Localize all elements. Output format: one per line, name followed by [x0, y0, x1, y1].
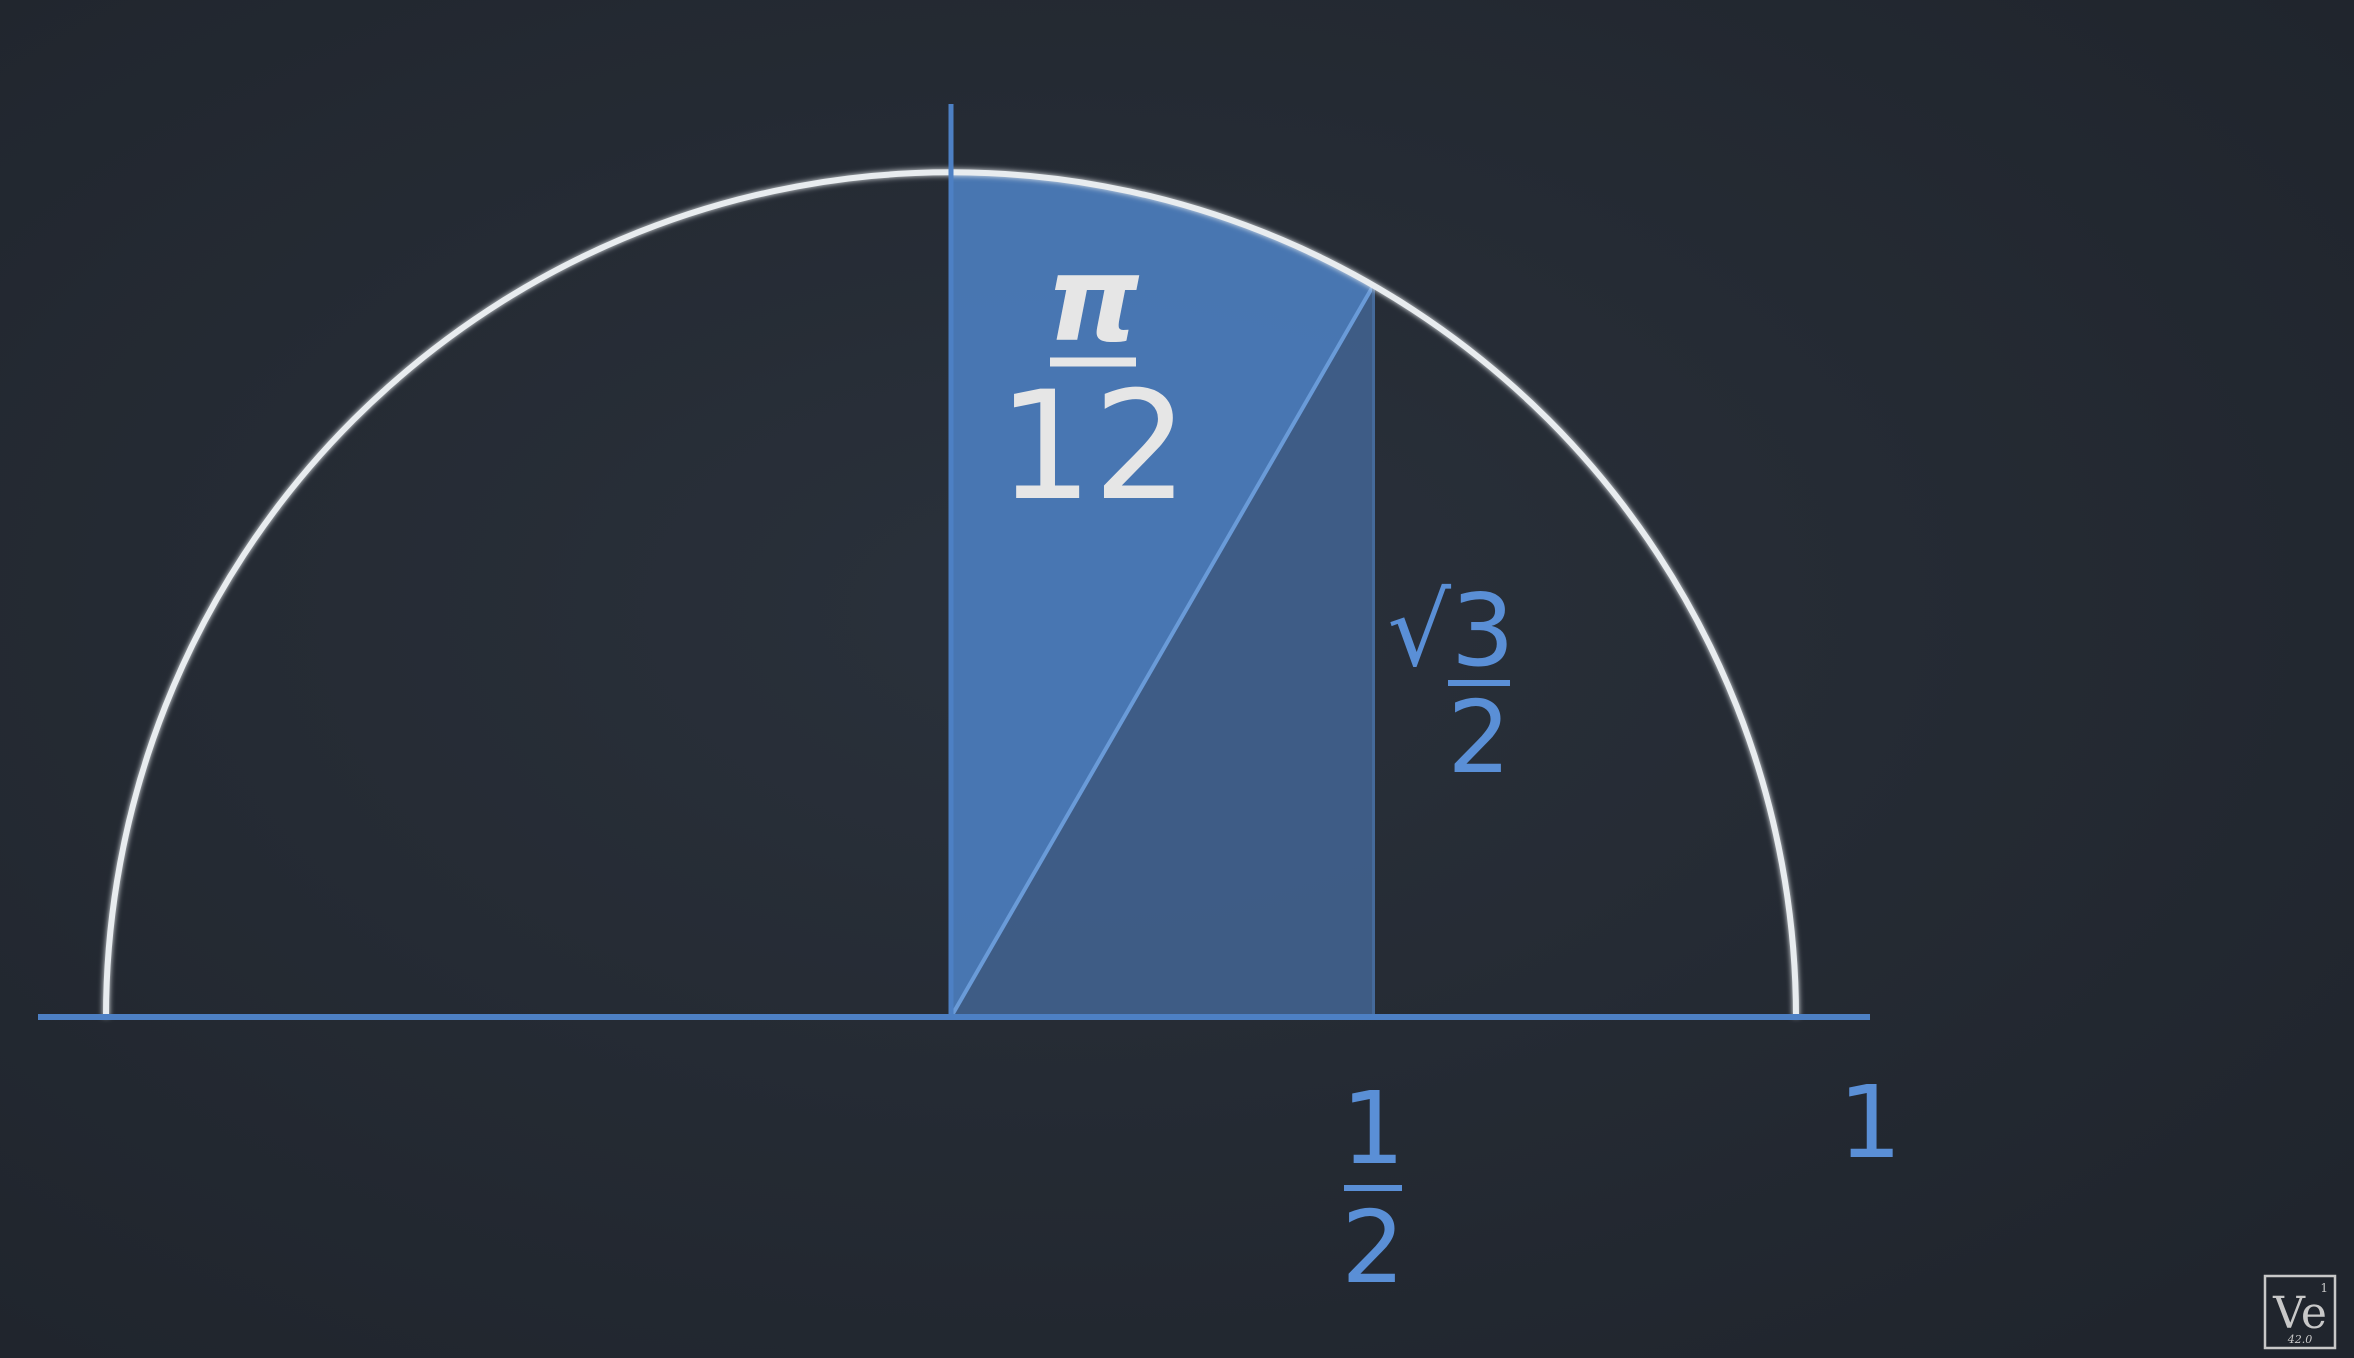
height-label: √3 2	[1387, 572, 1514, 796]
logo-atomic-number: 1	[2320, 1281, 2328, 1295]
radius-line	[949, 284, 1376, 1018]
logo-mass: 42.0	[2287, 1333, 2313, 1346]
height-denominator: 2	[1447, 679, 1511, 796]
sector-angle-denominator: 12	[998, 360, 1189, 534]
half-label: 1 2	[1341, 1070, 1405, 1306]
logo-symbol: Ve	[2272, 1288, 2327, 1339]
sector-region	[951, 172, 1374, 1017]
channel-logo: 1 Ve 42.0	[2263, 1274, 2337, 1350]
height-numerator: √3	[1387, 572, 1514, 689]
half-numerator: 1	[1341, 1070, 1405, 1187]
sector-angle-label: π 12	[998, 230, 1189, 534]
one-label: 1	[1838, 1064, 1902, 1181]
sector-angle-numerator: π	[1046, 230, 1139, 368]
half-denominator: 2	[1341, 1189, 1405, 1306]
logo-frame	[2263, 1274, 2337, 1350]
